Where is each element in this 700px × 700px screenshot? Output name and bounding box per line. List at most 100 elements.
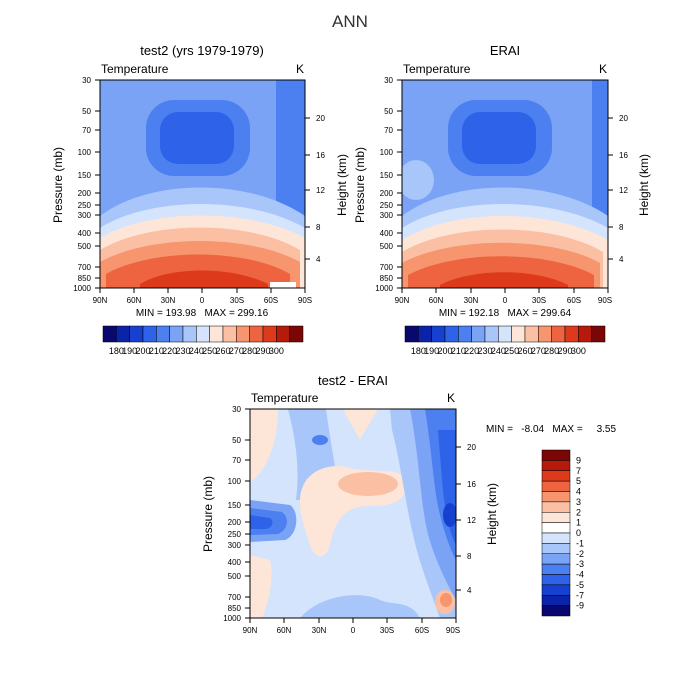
colorbar-label: -9 (576, 601, 584, 611)
colorbar-swatch (541, 470, 571, 482)
colorbar-swatch (142, 325, 157, 343)
y-tick-label: 30 (82, 76, 91, 85)
colorbar-swatch (498, 325, 512, 343)
height-tick-label: 16 (316, 151, 325, 160)
x-tick-label: 90N (243, 626, 258, 635)
colorbar-label: -7 (576, 590, 584, 600)
colorbar-swatch (444, 325, 459, 343)
x-tick-label: 30N (161, 296, 176, 305)
x-tick-label: 90S (446, 626, 460, 635)
y-tick-label: 1000 (223, 614, 241, 623)
height-tick-label: 4 (619, 255, 624, 264)
y-tick-label: 250 (228, 530, 242, 539)
height-tick-label: 16 (619, 151, 628, 160)
colorbar-swatch (458, 325, 472, 343)
colorbar-swatch (209, 325, 224, 343)
colorbar-label: 200 (437, 346, 452, 356)
x-tick-label: 90S (298, 296, 312, 305)
height-tick-label: 20 (619, 114, 628, 123)
y-tick-label: 200 (380, 189, 394, 198)
colorbar-label: 5 (576, 476, 581, 486)
variable-label: Temperature (251, 391, 319, 405)
colorbar-swatch (541, 574, 571, 586)
height-tick-label: 12 (316, 186, 325, 195)
colorbar-swatch (262, 325, 277, 343)
colorbar-label: 300 (269, 346, 284, 356)
colorbar-swatch (524, 325, 539, 343)
y-tick-label: 100 (228, 477, 242, 486)
y-tick-label: 100 (380, 148, 394, 157)
y-tick-labels: 30 50 70 100 150 200 250 300 400 500 700… (73, 76, 91, 293)
units-label: K (296, 62, 304, 76)
colorbar-label: 250 (504, 346, 519, 356)
colorbar-label: 210 (149, 346, 164, 356)
colorbar-label: 7 (576, 466, 581, 476)
panel-erai: ERAI Temperature K 30 50 70 100 150 200 … (353, 43, 651, 356)
panel-title: test2 (yrs 1979-1979) (140, 43, 264, 58)
height-tick-label: 8 (619, 223, 624, 232)
height-tick-label: 4 (467, 586, 472, 595)
y-tick-labels: 30 50 70 100 150 200 250 300 400 500 700… (375, 76, 393, 293)
colorbar-swatch (276, 325, 290, 343)
y-right-axis-label: Height (km) (637, 154, 651, 216)
colorbar-swatch (196, 325, 210, 343)
colorbar-label: -2 (576, 549, 584, 559)
y-tick-labels: 30 50 70 100 150 200 250 300 400 500 700… (223, 405, 241, 623)
colorbar-label: 240 (189, 346, 204, 356)
y-tick-label: 150 (228, 501, 242, 510)
contour-field (250, 409, 456, 618)
y-tick-label: 300 (228, 541, 242, 550)
colorbar-swatch (538, 325, 552, 343)
colorbar-label: 180 (109, 346, 124, 356)
y-tick-label: 250 (380, 201, 394, 210)
colorbar-label: 2 (576, 507, 581, 517)
colorbar-swatch (541, 543, 571, 554)
x-tick-label: 60N (127, 296, 142, 305)
y-right-tick-labels: 20 16 12 8 4 (316, 114, 325, 264)
contour-field (100, 80, 305, 288)
colorbar-label: 200 (135, 346, 150, 356)
colorbar-label: 210 (451, 346, 466, 356)
colorbar-label: -3 (576, 559, 584, 569)
colorbar-swatch (541, 553, 571, 565)
colorbar-label: 300 (571, 346, 586, 356)
colorbar-label: 280 (544, 346, 559, 356)
colorbar-swatch (541, 595, 571, 606)
x-tick-labels: 90N 60N 30N 0 30S 60S 90S (243, 626, 460, 635)
colorbar-label: 4 (576, 487, 581, 497)
y-tick-label: 50 (82, 107, 91, 116)
y-tick-label: 400 (78, 229, 92, 238)
min-max-stats: MIN = -8.04 MAX = 3.55 (486, 424, 616, 435)
y-tick-label: 400 (380, 229, 394, 238)
y-tick-label: 250 (78, 201, 92, 210)
y-axis-label: Pressure (mb) (353, 147, 367, 223)
colorbar-swatch (249, 325, 264, 343)
colorbar-swatch (591, 325, 606, 343)
height-tick-label: 4 (316, 255, 321, 264)
contour-field (402, 80, 608, 288)
colorbar-swatch (484, 325, 499, 343)
colorbar-swatch (471, 325, 486, 343)
colorbar-swatch (182, 325, 197, 343)
height-tick-label: 12 (619, 186, 628, 195)
y-tick-label: 150 (78, 171, 92, 180)
y-tick-label: 70 (384, 126, 393, 135)
colorbar-label: 0 (576, 528, 581, 538)
y-tick-label: 850 (78, 274, 92, 283)
colorbar-swatch (511, 325, 526, 343)
y-tick-label: 100 (78, 148, 92, 157)
y-tick-label: 200 (78, 189, 92, 198)
x-tick-label: 60N (429, 296, 444, 305)
panel-difference: test2 - ERAI Temperature K 30 (201, 373, 616, 635)
height-tick-label: 8 (316, 223, 321, 232)
colorbar-swatch (418, 325, 432, 343)
colorbar-label: 190 (122, 346, 137, 356)
y-right-axis-label: Height (km) (485, 483, 499, 545)
panel-title: test2 - ERAI (318, 373, 388, 388)
colorbar-swatch (116, 325, 130, 343)
colorbar-swatch (541, 460, 571, 471)
colorbar-swatch (541, 449, 571, 461)
